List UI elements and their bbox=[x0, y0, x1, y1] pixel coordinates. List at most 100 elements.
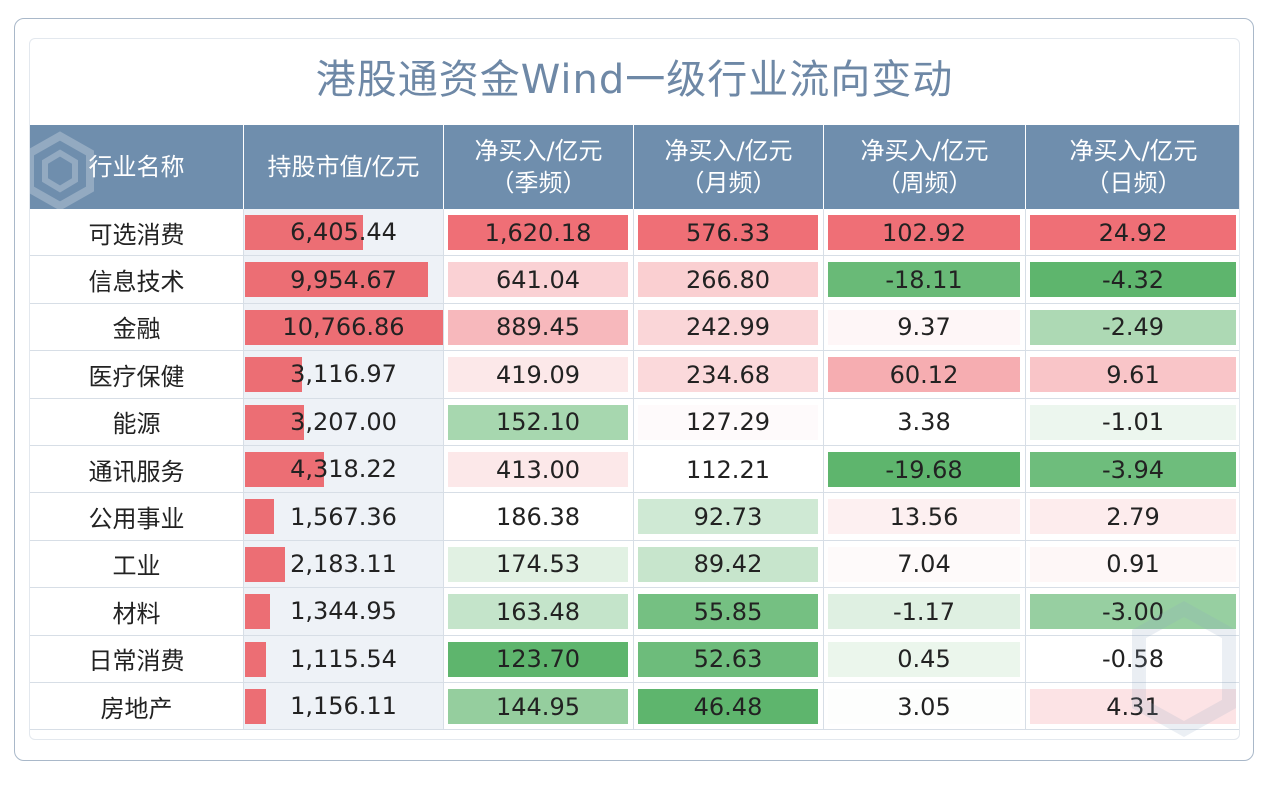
market-value-cell: 1,115.54 bbox=[244, 635, 444, 682]
flow-cell-m: 89.42 bbox=[634, 540, 824, 588]
market-value-cell: 2,183.11 bbox=[244, 540, 444, 588]
flow-cell-d: -1.01 bbox=[1026, 399, 1239, 445]
market-value-text: 1,156.11 bbox=[290, 692, 397, 721]
flow-cell-w: -19.68 bbox=[824, 446, 1026, 493]
flow-value: 889.45 bbox=[448, 309, 628, 345]
flow-value: 7.04 bbox=[828, 546, 1020, 582]
flow-value: 9.61 bbox=[1030, 357, 1236, 393]
flow-value: -1.17 bbox=[828, 594, 1020, 630]
flow-value: -18.11 bbox=[828, 262, 1020, 298]
flow-cell-w: 13.56 bbox=[824, 493, 1026, 540]
table-card: 港股通资金Wind一级行业流向变动 行业名称 持股市值/亿元 净买入/亿元 （季… bbox=[29, 38, 1240, 740]
flow-value: 419.09 bbox=[448, 357, 628, 393]
market-value-cell: 1,344.95 bbox=[244, 588, 444, 635]
flow-cell-q: 641.04 bbox=[444, 256, 634, 303]
flow-cell-q: 889.45 bbox=[444, 303, 634, 351]
flow-value: 13.56 bbox=[828, 499, 1020, 535]
market-value-text: 10,766.86 bbox=[282, 312, 405, 341]
flow-value: -4.32 bbox=[1030, 262, 1236, 298]
flow-cell-w: 102.92 bbox=[824, 209, 1026, 256]
header-market-value-label: 持股市值/亿元 bbox=[267, 153, 420, 181]
industry-name: 材料 bbox=[30, 588, 244, 635]
header-week: 净买入/亿元 （周频） bbox=[824, 125, 1026, 209]
market-value-bar bbox=[245, 641, 266, 677]
flow-value: 112.21 bbox=[638, 452, 818, 487]
market-value-bar bbox=[245, 499, 274, 535]
table-row: 能源 3,207.00 152.10 127.29 3.38 -1.01 bbox=[30, 398, 1239, 446]
flow-cell-q: 1,620.18 bbox=[444, 209, 634, 256]
flow-value: 24.92 bbox=[1030, 215, 1236, 250]
industry-name: 能源 bbox=[30, 398, 244, 445]
flow-cell-d: 0.91 bbox=[1026, 541, 1239, 587]
market-value-bar bbox=[245, 546, 286, 582]
market-value-text: 1,567.36 bbox=[290, 502, 397, 531]
header-industry: 行业名称 bbox=[30, 125, 244, 209]
flow-cell-q: 413.00 bbox=[444, 446, 634, 493]
market-value-cell: 6,405.44 bbox=[244, 209, 444, 256]
market-value-cell: 9,954.67 bbox=[244, 256, 444, 303]
market-value-text: 4,318.22 bbox=[290, 455, 397, 484]
market-value-cell: 4,318.22 bbox=[244, 446, 444, 493]
header-day-line1: 净买入/亿元 bbox=[1069, 137, 1198, 165]
header-industry-label: 行业名称 bbox=[88, 153, 185, 181]
flow-cell-w: 3.05 bbox=[824, 683, 1026, 730]
flow-cell-w: 7.04 bbox=[824, 540, 1026, 588]
header-market-value: 持股市值/亿元 bbox=[244, 125, 444, 209]
market-value-cell: 3,207.00 bbox=[244, 398, 444, 445]
flow-value: 0.91 bbox=[1030, 546, 1236, 582]
flow-value: 641.04 bbox=[448, 262, 628, 298]
flow-cell-d: -2.49 bbox=[1026, 304, 1239, 350]
flow-cell-d: 2.79 bbox=[1026, 493, 1239, 539]
industry-name: 金融 bbox=[30, 303, 244, 351]
flow-cell-q: 163.48 bbox=[444, 588, 634, 635]
flow-value: 163.48 bbox=[448, 594, 628, 630]
flow-value: 4.31 bbox=[1030, 689, 1236, 724]
market-value-text: 3,207.00 bbox=[290, 407, 397, 436]
table-row: 公用事业 1,567.36 186.38 92.73 13.56 2.79 bbox=[30, 493, 1239, 541]
flow-value: 576.33 bbox=[638, 215, 818, 250]
flow-value: 174.53 bbox=[448, 546, 628, 582]
flow-cell-m: 55.85 bbox=[634, 588, 824, 635]
flow-cell-q: 144.95 bbox=[444, 683, 634, 730]
industry-name: 日常消费 bbox=[30, 635, 244, 682]
flow-value: 186.38 bbox=[448, 499, 628, 535]
header-week-line1: 净买入/亿元 bbox=[860, 137, 989, 165]
header-day: 净买入/亿元 （日频） bbox=[1026, 125, 1239, 209]
flow-value: 92.73 bbox=[638, 499, 818, 535]
flow-cell-m: 46.48 bbox=[634, 683, 824, 730]
market-value-bar bbox=[245, 594, 270, 630]
market-value-bar bbox=[245, 357, 303, 393]
table-row: 房地产 1,156.11 144.95 46.48 3.05 4.31 bbox=[30, 683, 1239, 731]
header-week-line2: （周频） bbox=[876, 169, 973, 197]
flow-value: 55.85 bbox=[638, 594, 818, 630]
flow-cell-d: -0.58 bbox=[1026, 636, 1239, 682]
flow-value: -2.49 bbox=[1030, 309, 1236, 345]
market-value-bar bbox=[245, 689, 267, 724]
table-row: 医疗保健 3,116.97 419.09 234.68 60.12 9.61 bbox=[30, 351, 1239, 399]
market-value-text: 2,183.11 bbox=[290, 549, 397, 578]
market-value-bar bbox=[245, 309, 443, 345]
flow-value: 89.42 bbox=[638, 546, 818, 582]
industry-name: 可选消费 bbox=[30, 209, 244, 256]
flow-cell-m: 52.63 bbox=[634, 635, 824, 682]
flow-value: 234.68 bbox=[638, 357, 818, 393]
industry-name: 医疗保健 bbox=[30, 351, 244, 398]
flow-value: 1,620.18 bbox=[448, 215, 628, 250]
market-value-cell: 1,156.11 bbox=[244, 683, 444, 730]
flow-cell-d: -3.94 bbox=[1026, 446, 1239, 492]
flow-cell-d: 4.31 bbox=[1026, 683, 1239, 729]
flow-cell-q: 419.09 bbox=[444, 351, 634, 398]
flow-value: 242.99 bbox=[638, 309, 818, 345]
table-row: 日常消费 1,115.54 123.70 52.63 0.45 -0.58 bbox=[30, 635, 1239, 683]
market-value-bar bbox=[245, 262, 429, 298]
flow-cell-d: 9.61 bbox=[1026, 351, 1239, 397]
industry-name: 工业 bbox=[30, 540, 244, 588]
flow-value: 127.29 bbox=[638, 404, 818, 440]
flow-value: 0.45 bbox=[828, 641, 1020, 677]
market-value-text: 9,954.67 bbox=[290, 265, 397, 294]
flow-value: 102.92 bbox=[828, 215, 1020, 250]
table-row: 工业 2,183.11 174.53 89.42 7.04 0.91 bbox=[30, 540, 1239, 589]
market-value-text: 1,344.95 bbox=[290, 597, 397, 626]
table-row: 可选消费 6,405.44 1,620.18 576.33 102.92 24.92 bbox=[30, 209, 1239, 257]
flow-cell-q: 123.70 bbox=[444, 635, 634, 682]
